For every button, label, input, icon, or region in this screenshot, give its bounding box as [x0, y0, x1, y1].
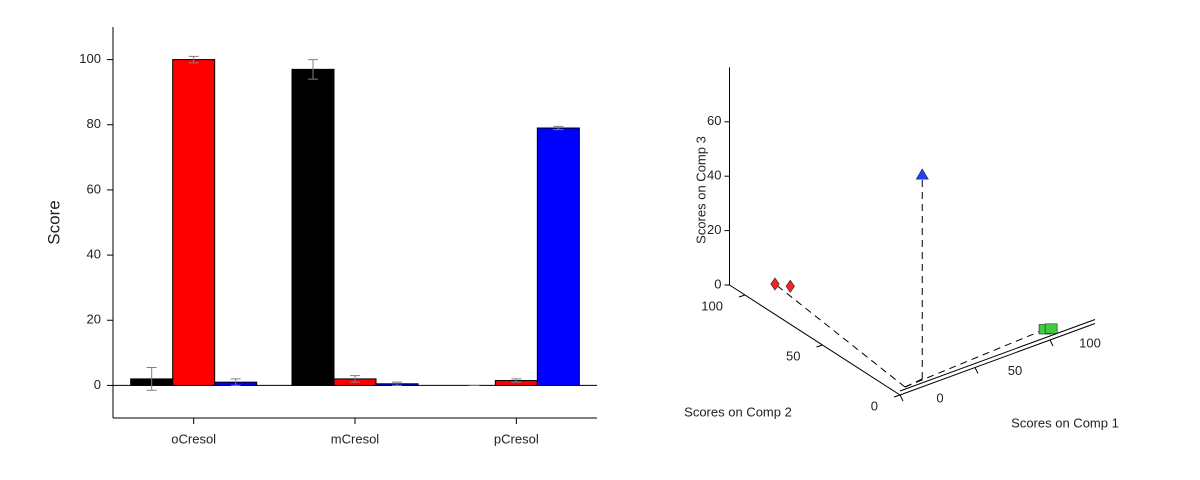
- x-tick: [974, 367, 979, 374]
- y-tick-label: 20: [87, 312, 101, 327]
- x-tick-label: 100: [1079, 335, 1101, 350]
- drop-line: [774, 283, 906, 388]
- x-tick-label: pCresol: [494, 431, 539, 446]
- error-bar: [230, 378, 241, 386]
- z-tick-label: 20: [707, 222, 721, 237]
- error-bar: [308, 59, 318, 80]
- x-tick-label: 50: [1008, 363, 1022, 378]
- point: [770, 277, 780, 291]
- bar: [172, 59, 216, 386]
- x-axis-label: Scores on Comp 1: [1011, 415, 1119, 430]
- x-tick-label: mCresol: [331, 431, 380, 446]
- point: [1044, 323, 1058, 334]
- y-tick-label: 0: [94, 377, 101, 392]
- y-tick-label: 40: [87, 247, 101, 262]
- x-axis: [899, 323, 1096, 396]
- error-bar: [553, 125, 564, 131]
- x-tick: [899, 394, 904, 402]
- y-tick-label: 0: [871, 398, 878, 413]
- drop-line: [904, 328, 1046, 388]
- y-axis-label: Score: [44, 200, 63, 244]
- error-bar: [350, 375, 360, 383]
- y-tick: [893, 394, 901, 398]
- x-tick-label: oCresol: [171, 431, 216, 446]
- error-bar: [146, 366, 157, 391]
- y-tick-label: 80: [87, 116, 101, 131]
- x-tick: [1049, 339, 1054, 347]
- y-tick-label: 60: [87, 181, 101, 196]
- y-axis-label: Scores on Comp 2: [684, 404, 792, 419]
- error-bar: [511, 378, 522, 383]
- y-tick-label: 100: [79, 51, 101, 66]
- z-tick-label: 0: [714, 276, 721, 291]
- error-bar: [392, 381, 402, 386]
- point: [915, 168, 929, 180]
- y-tick: [738, 294, 746, 298]
- y-tick-label: 100: [701, 298, 723, 313]
- y-axis: [729, 284, 901, 396]
- x-tick-label: 0: [936, 390, 943, 405]
- z-tick-label: 40: [707, 168, 721, 183]
- bar: [291, 68, 335, 386]
- z-tick-label: 60: [707, 113, 721, 128]
- bar: [536, 127, 580, 386]
- z-axis-label: Scores on Comp 3: [693, 136, 708, 244]
- x-axis: [899, 319, 1096, 392]
- y-tick-label: 50: [786, 348, 800, 363]
- y-tick: [816, 344, 823, 348]
- error-bar: [188, 55, 199, 64]
- point: [785, 279, 795, 293]
